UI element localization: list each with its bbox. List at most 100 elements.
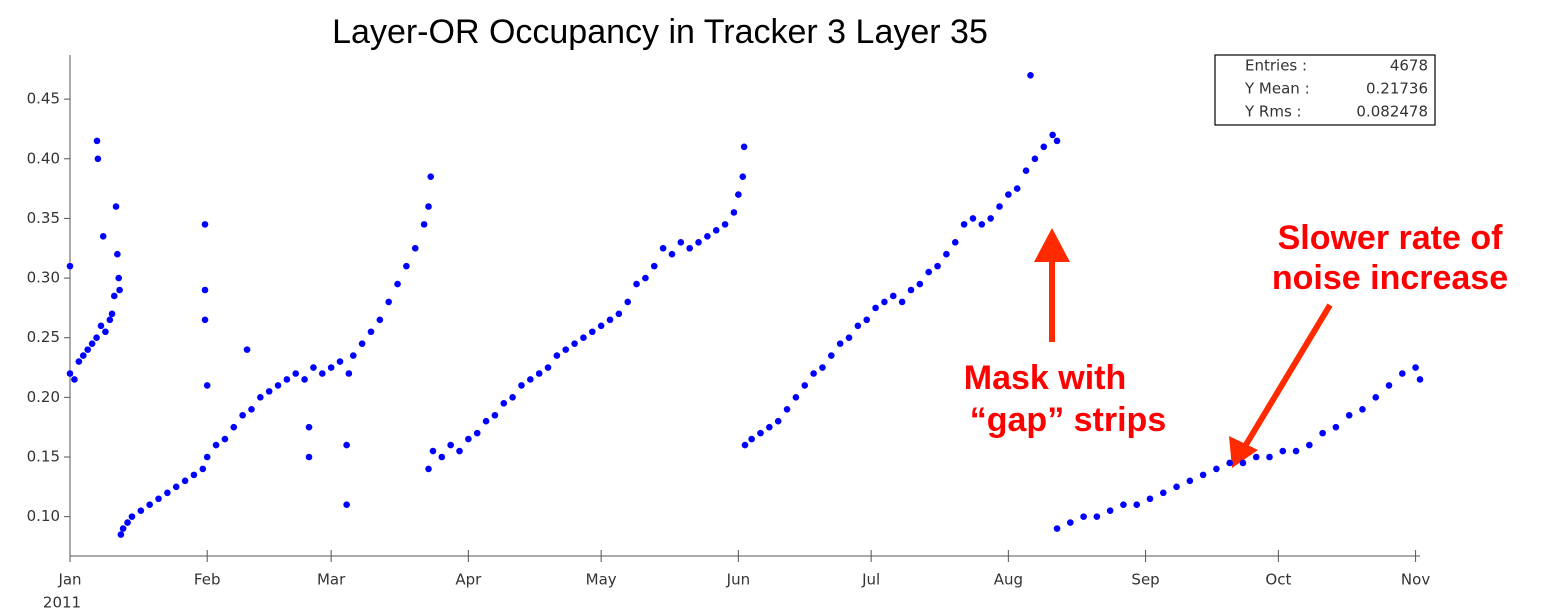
data-point: [257, 394, 264, 401]
data-point: [385, 298, 392, 306]
data-point: [343, 501, 350, 509]
data-point: [668, 250, 676, 258]
data-point: [164, 489, 171, 497]
year-label: 2011: [43, 594, 81, 612]
data-point: [1120, 501, 1127, 509]
data-point: [403, 262, 410, 270]
data-point: [108, 310, 116, 318]
y-tick-label: 0.20: [27, 388, 60, 406]
data-point: [93, 137, 101, 145]
arrow-head: [1229, 436, 1258, 468]
data-point: [181, 477, 189, 485]
data-point: [1173, 483, 1180, 491]
data-point: [248, 405, 255, 413]
data-point: [1159, 489, 1167, 497]
data-point: [482, 417, 490, 425]
data-point: [735, 191, 742, 198]
data-point: [1080, 513, 1087, 520]
data-point: [783, 405, 791, 413]
data-point: [75, 358, 83, 365]
stats-box: [1214, 54, 1436, 126]
arrows: [1034, 228, 1333, 468]
data-point: [137, 507, 145, 514]
data-point: [642, 274, 649, 282]
data-point: [527, 376, 534, 383]
data-point: [345, 370, 353, 377]
x-tick-label: Sep: [1131, 571, 1159, 589]
y-tick-label: 0.30: [27, 269, 60, 287]
data-point: [203, 382, 211, 389]
data-point: [819, 364, 826, 371]
data-point: [978, 221, 986, 228]
data-point: [633, 280, 640, 288]
x-tick-label: Jan: [57, 571, 81, 589]
annotation: noise increase: [1272, 259, 1508, 297]
data-point: [712, 227, 720, 234]
data-point: [1252, 453, 1260, 461]
data-point: [112, 203, 120, 210]
data-point: [420, 221, 428, 228]
data-point: [740, 143, 748, 151]
data-point: [1106, 507, 1114, 514]
stats-value: 4678: [1390, 57, 1428, 75]
data-point: [1372, 394, 1380, 401]
data-point: [739, 173, 747, 180]
data-point: [553, 352, 561, 359]
data-point: [411, 244, 419, 252]
data-point: [1199, 471, 1207, 479]
data-point: [562, 346, 570, 353]
data-point: [155, 495, 162, 503]
data-point: [1385, 382, 1393, 389]
data-point: [106, 316, 114, 324]
data-point: [343, 441, 350, 449]
data-point: [1306, 441, 1313, 449]
data-point: [810, 370, 817, 377]
data-point: [518, 382, 525, 389]
data-point: [201, 316, 209, 324]
data-point: [624, 298, 632, 306]
data-point: [987, 215, 994, 222]
data-point: [212, 441, 220, 449]
data-point: [172, 483, 180, 491]
data-point: [66, 370, 74, 377]
x-tick-label: Mar: [317, 571, 346, 589]
data-point: [117, 531, 125, 538]
x-tick-label: Aug: [994, 571, 1023, 589]
data-point: [792, 394, 800, 401]
data-point: [509, 394, 516, 401]
data-point: [925, 268, 932, 276]
data-point: [1292, 447, 1300, 455]
data-point: [1022, 167, 1030, 175]
data-point: [1412, 364, 1419, 371]
stats-value: 0.21736: [1366, 80, 1428, 98]
data-point: [721, 221, 729, 228]
data-point: [115, 274, 122, 282]
data-point: [116, 286, 123, 294]
data-point: [695, 238, 702, 246]
data-point: [301, 376, 308, 383]
chart-title: Layer-OR Occupancy in Tracker 3 Layer 35: [332, 13, 988, 51]
data-point: [951, 238, 959, 246]
y-tick-label: 0.25: [27, 328, 60, 346]
data-point: [310, 364, 317, 371]
data-point: [1416, 376, 1424, 383]
data-point: [828, 352, 835, 359]
data-point: [544, 364, 552, 371]
data-point: [71, 376, 78, 383]
data-point: [94, 155, 102, 163]
data-point: [66, 262, 74, 270]
y-tick-label: 0.35: [27, 209, 60, 227]
data-point: [650, 262, 658, 270]
y-tick-label: 0.10: [27, 507, 60, 525]
data-point: [1345, 411, 1353, 419]
data-point: [318, 370, 326, 377]
data-point: [230, 423, 238, 431]
data-point: [473, 429, 481, 437]
data-point: [881, 298, 888, 306]
y-tick-label: 0.15: [27, 447, 60, 465]
data-point: [934, 262, 941, 270]
data-point: [1319, 429, 1326, 437]
data-point: [1040, 143, 1048, 151]
arrow-head: [1034, 228, 1070, 262]
data-point: [615, 310, 623, 318]
